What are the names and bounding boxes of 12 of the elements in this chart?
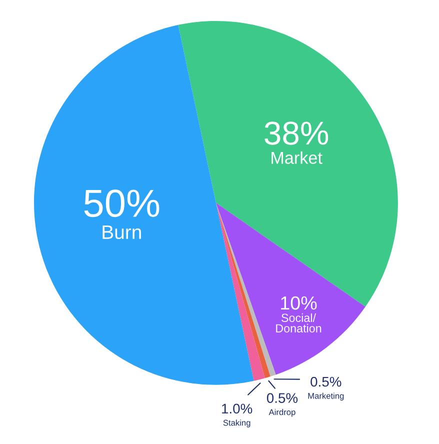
slice-label: Staking	[223, 420, 250, 428]
data-label: 50%	[84, 190, 160, 218]
data-label: 1.0%	[222, 404, 252, 414]
slice-label: Marketing	[308, 392, 344, 400]
data-label: 10%	[281, 296, 317, 310]
slice-label: Airdrop	[268, 408, 296, 417]
slice-label: Social/ Donation	[276, 313, 322, 332]
data-label: 0.5%	[266, 393, 298, 403]
slice-label: Market	[272, 151, 322, 164]
data-label: 0.5%	[310, 376, 342, 387]
slice-label: Burn	[102, 225, 141, 240]
data-label: 38%	[264, 122, 328, 145]
